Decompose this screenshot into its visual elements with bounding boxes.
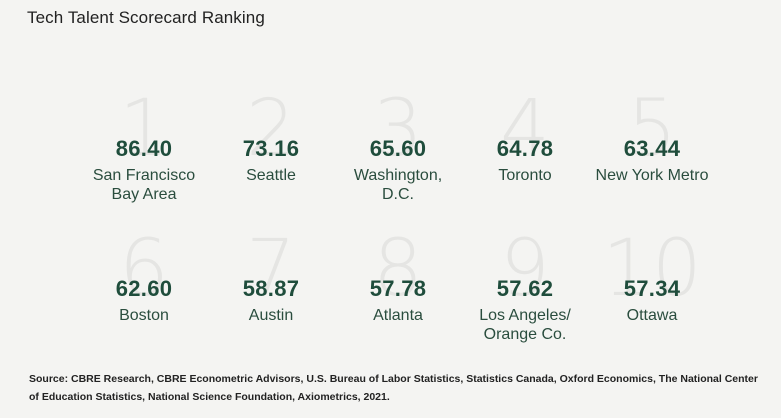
- score-value: 57.78: [369, 276, 427, 301]
- score-value: 86.40: [115, 136, 173, 161]
- score-value: 73.16: [242, 136, 300, 161]
- rank-number: 6: [119, 224, 169, 314]
- city-name: Austin: [248, 307, 294, 324]
- rank-number: 1: [119, 84, 169, 174]
- city-name: Atlanta: [373, 307, 423, 324]
- city-name: San Francisco Bay Area: [92, 167, 196, 203]
- page-title: Tech Talent Scorecard Ranking: [27, 8, 265, 27]
- city-name: Washington, D.C.: [353, 167, 443, 203]
- score-value: 65.60: [369, 136, 427, 161]
- city-name: Toronto: [498, 167, 552, 184]
- city-name: Los Angeles/ Orange Co.: [479, 307, 571, 343]
- city-name: New York Metro: [595, 167, 709, 184]
- city-name: Ottawa: [626, 307, 678, 324]
- rank-number: 8: [373, 224, 423, 314]
- rank-number: 9: [500, 224, 550, 314]
- score-value: 57.34: [623, 276, 681, 301]
- rank-number: 2: [246, 84, 296, 174]
- rank-number: 4: [500, 84, 550, 174]
- score-value: 64.78: [496, 136, 554, 161]
- city-name: Seattle: [246, 167, 296, 184]
- rank-number: 3: [373, 84, 423, 174]
- rank-number: 5: [627, 84, 677, 174]
- city-name: Boston: [119, 307, 169, 324]
- score-value: 58.87: [242, 276, 300, 301]
- score-value: 57.62: [496, 276, 554, 301]
- rank-number: 10: [602, 224, 702, 314]
- score-value: 62.60: [115, 276, 173, 301]
- source-note: Source: CBRE Research, CBRE Econometric …: [29, 373, 758, 403]
- rank-number: 7: [246, 224, 296, 314]
- score-value: 63.44: [623, 136, 681, 161]
